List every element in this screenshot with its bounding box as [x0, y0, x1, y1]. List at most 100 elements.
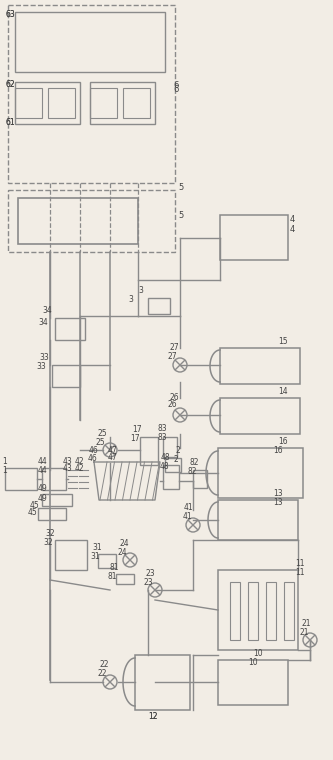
Text: 44: 44 [38, 466, 48, 475]
Text: 2: 2 [175, 446, 180, 455]
Bar [18, 198, 138, 244]
Text: 33: 33 [39, 353, 49, 362]
Bar [8, 190, 175, 252]
Text: 82: 82 [188, 467, 197, 476]
Text: 63: 63 [5, 10, 15, 19]
Bar [5, 468, 37, 490]
Text: 23: 23 [145, 569, 155, 578]
Text: 46: 46 [89, 446, 99, 455]
Text: 10: 10 [248, 658, 258, 667]
Text: 25: 25 [98, 429, 108, 438]
Text: 23: 23 [143, 578, 153, 587]
Text: 46: 46 [88, 454, 98, 463]
Text: 1: 1 [2, 466, 7, 475]
Text: 11: 11 [295, 559, 304, 568]
Text: 21: 21 [301, 619, 310, 628]
Text: 25: 25 [96, 438, 106, 447]
Text: 34: 34 [42, 306, 52, 315]
Bar [230, 582, 240, 640]
Bar [15, 88, 42, 118]
Bar [90, 82, 155, 124]
Bar [15, 82, 80, 124]
Text: 42: 42 [75, 464, 85, 473]
Bar [220, 398, 300, 434]
Text: 62: 62 [5, 80, 15, 89]
Text: 27: 27 [168, 352, 177, 361]
Text: 41: 41 [184, 503, 193, 512]
Text: 24: 24 [118, 548, 128, 557]
Bar [135, 655, 190, 710]
Text: 47: 47 [108, 446, 118, 455]
Text: 83: 83 [158, 424, 167, 433]
Text: 48: 48 [160, 462, 169, 471]
Text: 24: 24 [120, 539, 130, 548]
Bar [42, 468, 66, 490]
Text: 6: 6 [173, 81, 178, 90]
Text: 31: 31 [90, 552, 100, 561]
Text: 26: 26 [168, 400, 177, 409]
Text: 42: 42 [75, 457, 85, 466]
Bar [248, 582, 258, 640]
Text: 1: 1 [2, 457, 7, 466]
Text: 12: 12 [148, 712, 158, 721]
Text: 10: 10 [253, 649, 263, 658]
Text: 3: 3 [128, 295, 133, 304]
Text: 16: 16 [273, 446, 283, 455]
Text: 61: 61 [5, 118, 15, 127]
Text: 22: 22 [98, 669, 108, 678]
Text: 22: 22 [100, 660, 110, 669]
Text: 47: 47 [108, 453, 118, 462]
Bar [55, 318, 85, 340]
Bar [220, 215, 288, 260]
Text: 83: 83 [158, 433, 167, 442]
Text: 27: 27 [170, 343, 179, 352]
Text: 34: 34 [38, 318, 48, 327]
Text: 17: 17 [130, 434, 140, 443]
Bar [218, 500, 298, 540]
Bar [218, 660, 288, 705]
Text: 33: 33 [36, 362, 46, 371]
Text: 4: 4 [290, 215, 295, 224]
Bar [123, 88, 150, 118]
Text: 2: 2 [174, 455, 179, 464]
Text: 14: 14 [278, 387, 288, 396]
Bar [116, 574, 134, 584]
Text: 5: 5 [178, 211, 183, 220]
Bar [52, 365, 80, 387]
Bar [55, 540, 87, 570]
Text: 21: 21 [300, 628, 309, 637]
Text: 62: 62 [5, 80, 15, 89]
Bar [218, 570, 298, 650]
Bar [15, 12, 165, 72]
Text: 6: 6 [173, 85, 178, 94]
Text: 5: 5 [178, 183, 183, 192]
Text: 26: 26 [170, 393, 179, 402]
Text: 45: 45 [30, 501, 40, 510]
Text: 49: 49 [38, 494, 48, 503]
Text: 4: 4 [290, 225, 295, 234]
Text: 63: 63 [5, 10, 15, 19]
Text: 81: 81 [108, 572, 118, 581]
Text: 43: 43 [63, 457, 73, 466]
Text: 43: 43 [63, 464, 73, 473]
Bar [38, 508, 66, 520]
Text: 82: 82 [189, 458, 198, 467]
Bar [220, 348, 300, 384]
Text: 16: 16 [278, 437, 288, 446]
Bar [163, 465, 179, 489]
Text: 17: 17 [132, 425, 142, 434]
Text: 45: 45 [28, 508, 38, 517]
Text: 32: 32 [45, 529, 55, 538]
Text: 31: 31 [92, 543, 102, 552]
Bar [218, 448, 303, 498]
Text: 61: 61 [5, 118, 15, 127]
Text: 32: 32 [43, 538, 53, 547]
Text: 13: 13 [273, 498, 283, 507]
Bar [8, 5, 175, 183]
Text: 15: 15 [278, 337, 288, 346]
Text: 3: 3 [138, 286, 143, 295]
Bar [284, 582, 294, 640]
Bar [163, 437, 177, 457]
Bar [148, 298, 170, 314]
Bar [42, 494, 72, 506]
